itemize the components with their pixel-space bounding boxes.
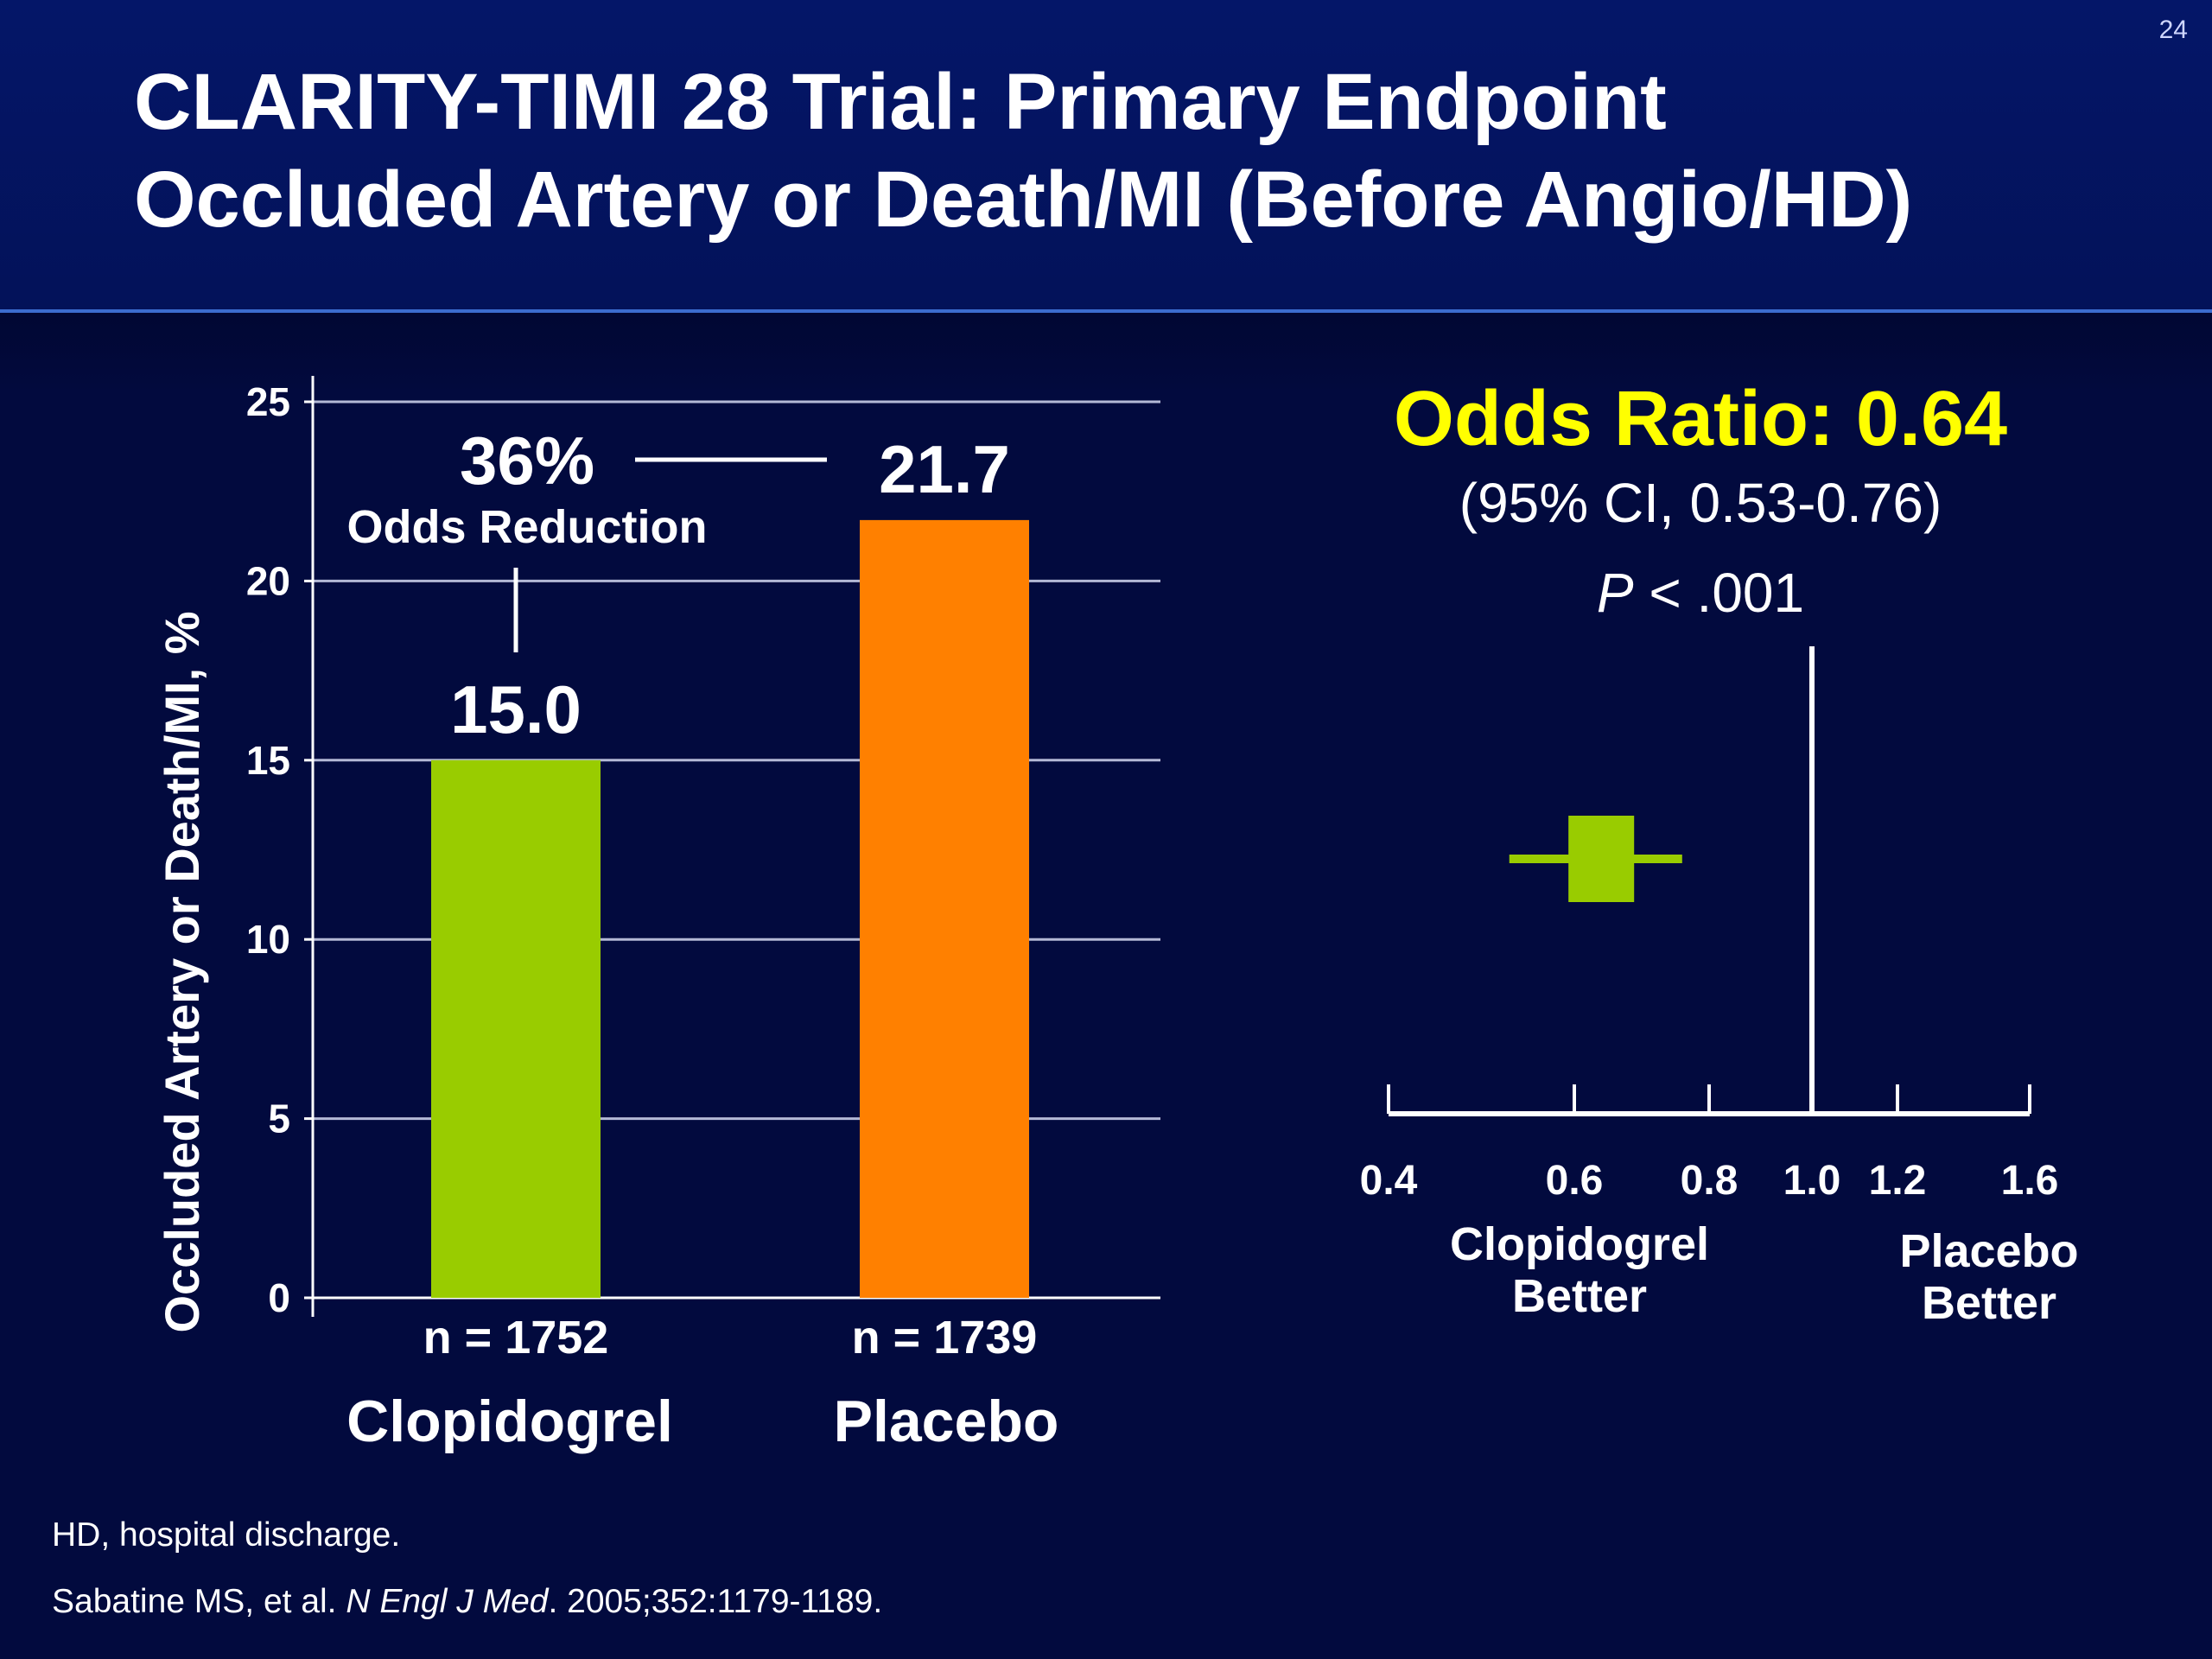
y-tick-label: 15 [246,738,290,783]
bar-value-label: 15.0 [450,671,582,747]
placebo-better-label: Better [1922,1277,2056,1329]
forest-x-tick-label: 0.6 [1546,1158,1604,1204]
category-label: Placebo [834,1389,1059,1454]
bar-value-label: 21.7 [879,431,1010,507]
category-label: Clopidogrel [346,1389,673,1454]
forest-x-tick-label: 1.0 [1783,1158,1841,1204]
forest-x-tick-label: 0.8 [1681,1158,1738,1204]
y-tick-label: 20 [246,558,290,603]
forest-x-tick-label: 1.6 [2001,1158,2059,1204]
clopidogrel-better-label: Better [1512,1270,1647,1322]
annotation-text: Odds Reduction [347,501,708,553]
slide-header: 24 CLARITY-TIMI 28 Trial: Primary Endpoi… [0,0,2212,313]
reference-details: . 2005;352:1179-1189. [548,1583,883,1620]
sample-size-label: n = 1739 [852,1312,1038,1363]
odds-ratio-title: Odds Ratio: 0.64 [1394,376,2007,462]
y-axis-label: Occluded Artery or Death/MI, % [155,612,209,1333]
placebo-better-label: Placebo [1899,1225,2078,1277]
clopidogrel-better-label: Clopidogrel [1450,1218,1709,1270]
slide-body [0,313,2212,1659]
reference-authors: Sabatine MS, et al. [52,1583,346,1620]
forest-x-tick-label: 1.2 [1869,1158,1927,1204]
bar-clopidogrel [431,760,601,1298]
footnote-reference: Sabatine MS, et al. N Engl J Med. 2005;3… [52,1583,882,1621]
bar-placebo [860,519,1029,1298]
odds-ratio-point [1568,816,1635,902]
p-symbol: P [1597,562,1634,624]
p-value-text: P < .001 [1597,562,1804,624]
p-threshold: < .001 [1634,562,1805,624]
slide-title: CLARITY-TIMI 28 Trial: Primary Endpoint … [134,54,1912,249]
forest-x-tick-label: 0.4 [1360,1158,1418,1204]
sample-size-label: n = 1752 [423,1312,609,1363]
y-tick-label: 25 [246,379,290,424]
reference-journal: N Engl J Med [346,1583,549,1620]
y-tick-label: 10 [246,917,290,962]
y-tick-label: 0 [268,1275,290,1320]
annotation-percent: 36% [460,423,594,499]
confidence-interval-text: (95% CI, 0.53-0.76) [1459,472,1942,534]
y-tick-label: 5 [268,1096,290,1141]
title-line-2: Occluded Artery or Death/MI (Before Angi… [134,156,1913,244]
footnote-abbreviation: HD, hospital discharge. [52,1516,401,1554]
page-number: 24 [2158,16,2188,44]
title-line-1: CLARITY-TIMI 28 Trial: Primary Endpoint [134,58,1667,146]
